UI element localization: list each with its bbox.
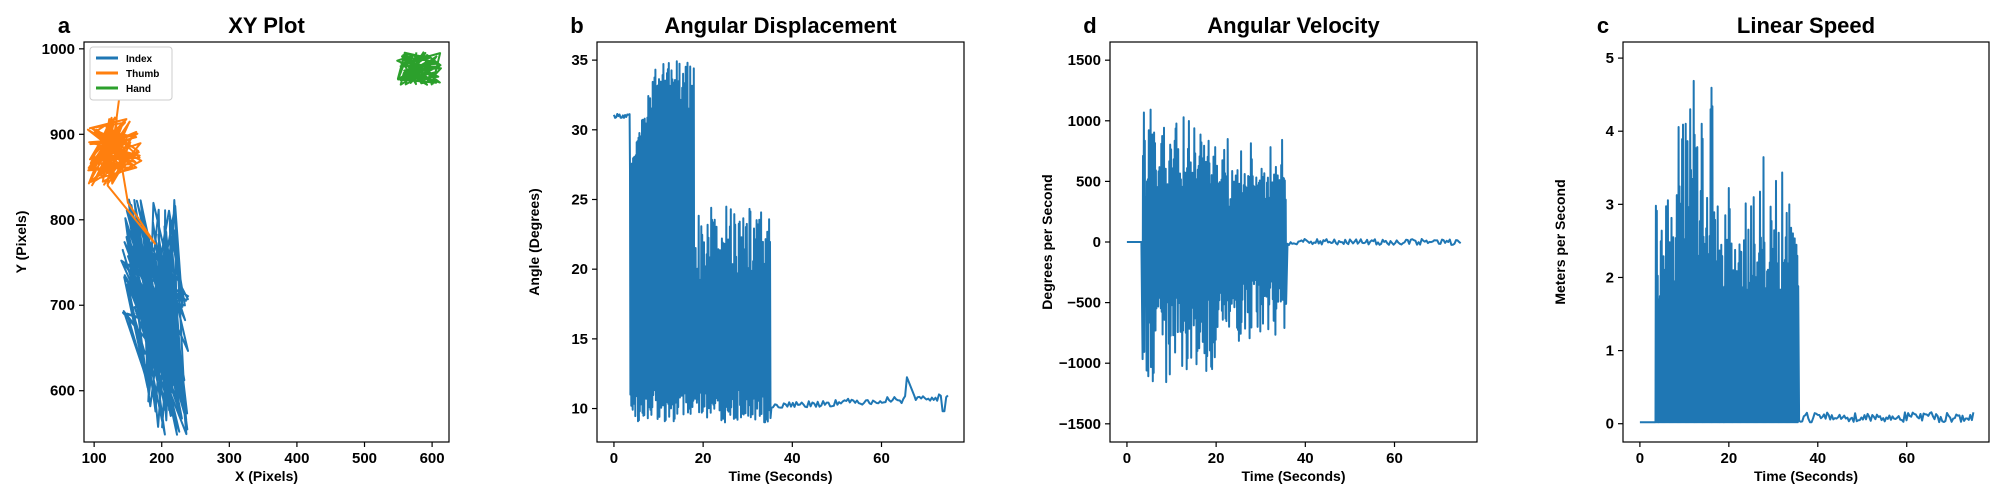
y-axis-label: Meters per Second — [1552, 179, 1568, 304]
y-axis-label: Degrees per Second — [1039, 174, 1055, 309]
panel-letter: b — [570, 13, 583, 38]
x-tick-label: 500 — [352, 450, 377, 467]
y-tick-label: 15 — [571, 331, 588, 348]
chart-title: Angular Velocity — [1207, 13, 1380, 38]
y-tick-label: 4 — [1606, 123, 1615, 140]
chart-panel-d: 0 20 40 60 −1500 −1000 −500 0 500 1000 1500 Time (S… — [1039, 13, 1478, 484]
y-tick-label: 600 — [50, 383, 75, 400]
x-tick-label: 400 — [284, 450, 309, 467]
chart-panel-b: 0 20 40 60 10 15 20 25 30 35 Time (Seconds) Angle (… — [526, 13, 965, 484]
legend-label-thumb: Thumb — [126, 69, 159, 80]
y-tick-label: 5 — [1606, 50, 1614, 67]
y-tick-label: 0 — [1606, 416, 1614, 433]
x-axis-label: Time (Seconds) — [1242, 468, 1346, 484]
series-line — [1126, 108, 1462, 384]
y-tick-label: −1500 — [1059, 416, 1101, 433]
series-index-line — [120, 198, 190, 436]
plot-frame — [596, 41, 965, 443]
y-tick-label: 3 — [1606, 196, 1614, 213]
chart-title: Linear Speed — [1737, 13, 1875, 38]
chart-title: Angular Displacement — [664, 13, 897, 38]
y-tick-label: 0 — [1093, 234, 1101, 251]
x-axis-label: Time (Seconds) — [729, 468, 833, 484]
y-axis-label: Angle (Degrees) — [526, 188, 542, 295]
series-group — [1639, 79, 1975, 424]
y-tick-label: 500 — [1076, 173, 1101, 190]
y-tick-label: 35 — [571, 52, 588, 69]
y-tick-label: 25 — [571, 191, 588, 208]
chart-panel-c: 0 20 40 60 0 1 2 3 4 5 Time (Seconds) Meters per Se… — [1552, 13, 1990, 484]
x-tick-label: 200 — [149, 450, 174, 467]
y-tick-label: 1500 — [1068, 52, 1101, 69]
chart-panel-a: 100 200 300 400 500 600 600 700 800 900 1000 X (Pix… — [13, 13, 450, 484]
x-tick-label: 20 — [695, 450, 712, 467]
panel-letter: a — [58, 13, 71, 38]
chart-title: XY Plot — [228, 13, 305, 38]
legend: Index Thumb Hand — [89, 46, 173, 101]
legend-label-hand: Hand — [126, 84, 151, 95]
y-tick-label: −1000 — [1059, 355, 1101, 372]
y-tick-label: −500 — [1067, 295, 1101, 312]
x-tick-label: 20 — [1720, 450, 1737, 467]
x-tick-label: 40 — [784, 450, 801, 467]
x-axis-label: X (Pixels) — [235, 468, 298, 484]
x-tick-label: 0 — [610, 450, 618, 467]
series-thumb-line — [86, 82, 156, 245]
x-tick-label: 300 — [217, 450, 242, 467]
x-tick-label: 40 — [1809, 450, 1826, 467]
y-tick-label: 30 — [571, 122, 588, 139]
panel-letter: d — [1083, 13, 1096, 38]
x-tick-label: 60 — [1898, 450, 1915, 467]
x-tick-label: 100 — [82, 450, 107, 467]
series-group — [1126, 108, 1462, 384]
y-axis-label: Y (Pixels) — [13, 211, 29, 274]
series-line — [612, 60, 949, 424]
y-tick-label: 10 — [571, 401, 588, 418]
x-tick-label: 20 — [1208, 450, 1225, 467]
legend-label-index: Index — [126, 54, 153, 65]
y-tick-label: 900 — [50, 126, 75, 143]
series-group — [86, 51, 442, 436]
x-axis-label: Time (Seconds) — [1754, 468, 1858, 484]
x-tick-label: 60 — [1386, 450, 1403, 467]
x-tick-label: 0 — [1123, 450, 1131, 467]
y-tick-label: 1000 — [42, 41, 75, 58]
plot-frame — [83, 41, 450, 443]
x-tick-label: 600 — [420, 450, 445, 467]
y-tick-label: 1 — [1606, 343, 1614, 360]
series-group — [612, 60, 949, 424]
y-tick-label: 2 — [1606, 269, 1614, 286]
x-tick-label: 60 — [873, 450, 890, 467]
x-tick-label: 0 — [1636, 450, 1644, 467]
x-tick-label: 40 — [1297, 450, 1314, 467]
y-tick-label: 20 — [571, 261, 588, 278]
y-tick-label: 800 — [50, 212, 75, 229]
series-line — [1639, 79, 1975, 424]
y-tick-label: 700 — [50, 297, 75, 314]
y-tick-label: 1000 — [1068, 113, 1101, 130]
panel-letter: c — [1597, 13, 1609, 38]
plot-frame — [1622, 41, 1990, 443]
series-hand-line — [396, 51, 442, 86]
